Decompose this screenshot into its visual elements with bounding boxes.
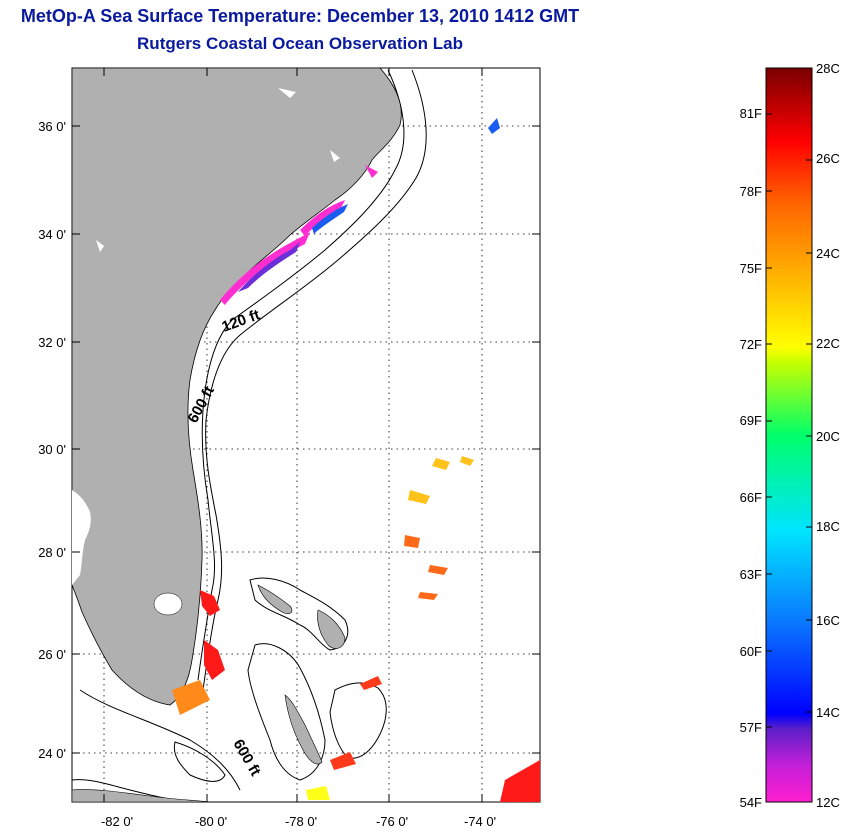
us-southeast-land	[72, 68, 402, 706]
sst-patch-13c	[238, 242, 300, 292]
lat-label: 34 0'	[38, 227, 66, 242]
sst-patch-sound	[365, 165, 378, 178]
sst-patch-gulfstream-1	[200, 590, 220, 616]
lat-label: 26 0'	[38, 647, 66, 662]
gulf-coast-water	[72, 490, 91, 585]
map-title: MetOp-A Sea Surface Temperature: Decembe…	[20, 6, 580, 26]
lake-okeechobee	[153, 592, 183, 616]
sst-patch-12c-north	[300, 200, 345, 236]
contour-shelf-line	[197, 69, 405, 681]
fahrenheit-label: 81F	[740, 106, 762, 121]
lon-label: -78 0'	[285, 814, 317, 829]
sst-patch-offshore-blue	[488, 118, 500, 134]
fahrenheit-label: 57F	[740, 720, 762, 735]
bahamas-islands-north	[257, 584, 346, 649]
sst-patch-24c	[404, 535, 448, 600]
sst-patch-bahamas-red	[330, 676, 382, 770]
andros-island	[284, 694, 323, 765]
contour-bahamas-south	[247, 643, 326, 781]
colorbar-celsius-labels: 28C 26C 24C 22C 20C 18C 16C 14C 12C	[816, 61, 840, 810]
cuba-coast	[72, 789, 211, 802]
sst-patches	[172, 118, 540, 802]
fahrenheit-label: 63F	[740, 567, 762, 582]
lon-label: -82 0'	[101, 814, 133, 829]
fahrenheit-label: 66F	[740, 490, 762, 505]
sst-patch-12c	[220, 232, 310, 305]
lon-label: -74 0'	[464, 814, 496, 829]
celsius-label: 14C	[816, 705, 840, 720]
celsius-label: 16C	[816, 613, 840, 628]
axis-ticks	[72, 68, 540, 802]
fahrenheit-label: 69F	[740, 413, 762, 428]
celsius-label: 22C	[816, 336, 840, 351]
colorbar-fahrenheit-labels: 81F 78F 75F 72F 69F 66F 63F 60F 57F 54F	[740, 106, 762, 810]
celsius-label: 24C	[816, 246, 840, 261]
celsius-label: 28C	[816, 61, 840, 76]
lat-label: 24 0'	[38, 746, 66, 761]
fahrenheit-label: 78F	[740, 184, 762, 199]
colorbar	[765, 67, 813, 803]
lon-label: -76 0'	[376, 814, 408, 829]
sst-patch-southeast	[500, 760, 540, 802]
celsius-label: 18C	[816, 519, 840, 534]
sst-patch-gulfstream-2	[204, 640, 225, 680]
sst-patch-florida-keys	[172, 680, 210, 715]
sst-patch-15c	[312, 204, 348, 234]
sst-patch-23c	[408, 456, 474, 504]
map-content: 120 ft 600 ft 600 ft	[72, 68, 540, 802]
lat-label: 32 0'	[38, 335, 66, 350]
fahrenheit-label: 72F	[740, 337, 762, 352]
fahrenheit-label: 54F	[740, 795, 762, 810]
lat-label: 30 0'	[38, 442, 66, 457]
fahrenheit-label: 75F	[740, 261, 762, 276]
sst-patch-22c	[306, 786, 330, 800]
contour-slope-line	[202, 69, 427, 691]
lon-label: -80 0'	[195, 814, 227, 829]
lat-label: 28 0'	[38, 545, 66, 560]
fahrenheit-label: 60F	[740, 644, 762, 659]
map-subtitle: Rutgers Coastal Ocean Observation Lab	[137, 34, 463, 53]
contour-cay-sal	[173, 741, 226, 782]
lat-label: 36 0'	[38, 119, 66, 134]
colorbar-ticks	[766, 113, 812, 728]
celsius-label: 12C	[816, 795, 840, 810]
celsius-label: 26C	[816, 151, 840, 166]
celsius-label: 20C	[816, 429, 840, 444]
contour-florida-bay	[79, 689, 241, 791]
